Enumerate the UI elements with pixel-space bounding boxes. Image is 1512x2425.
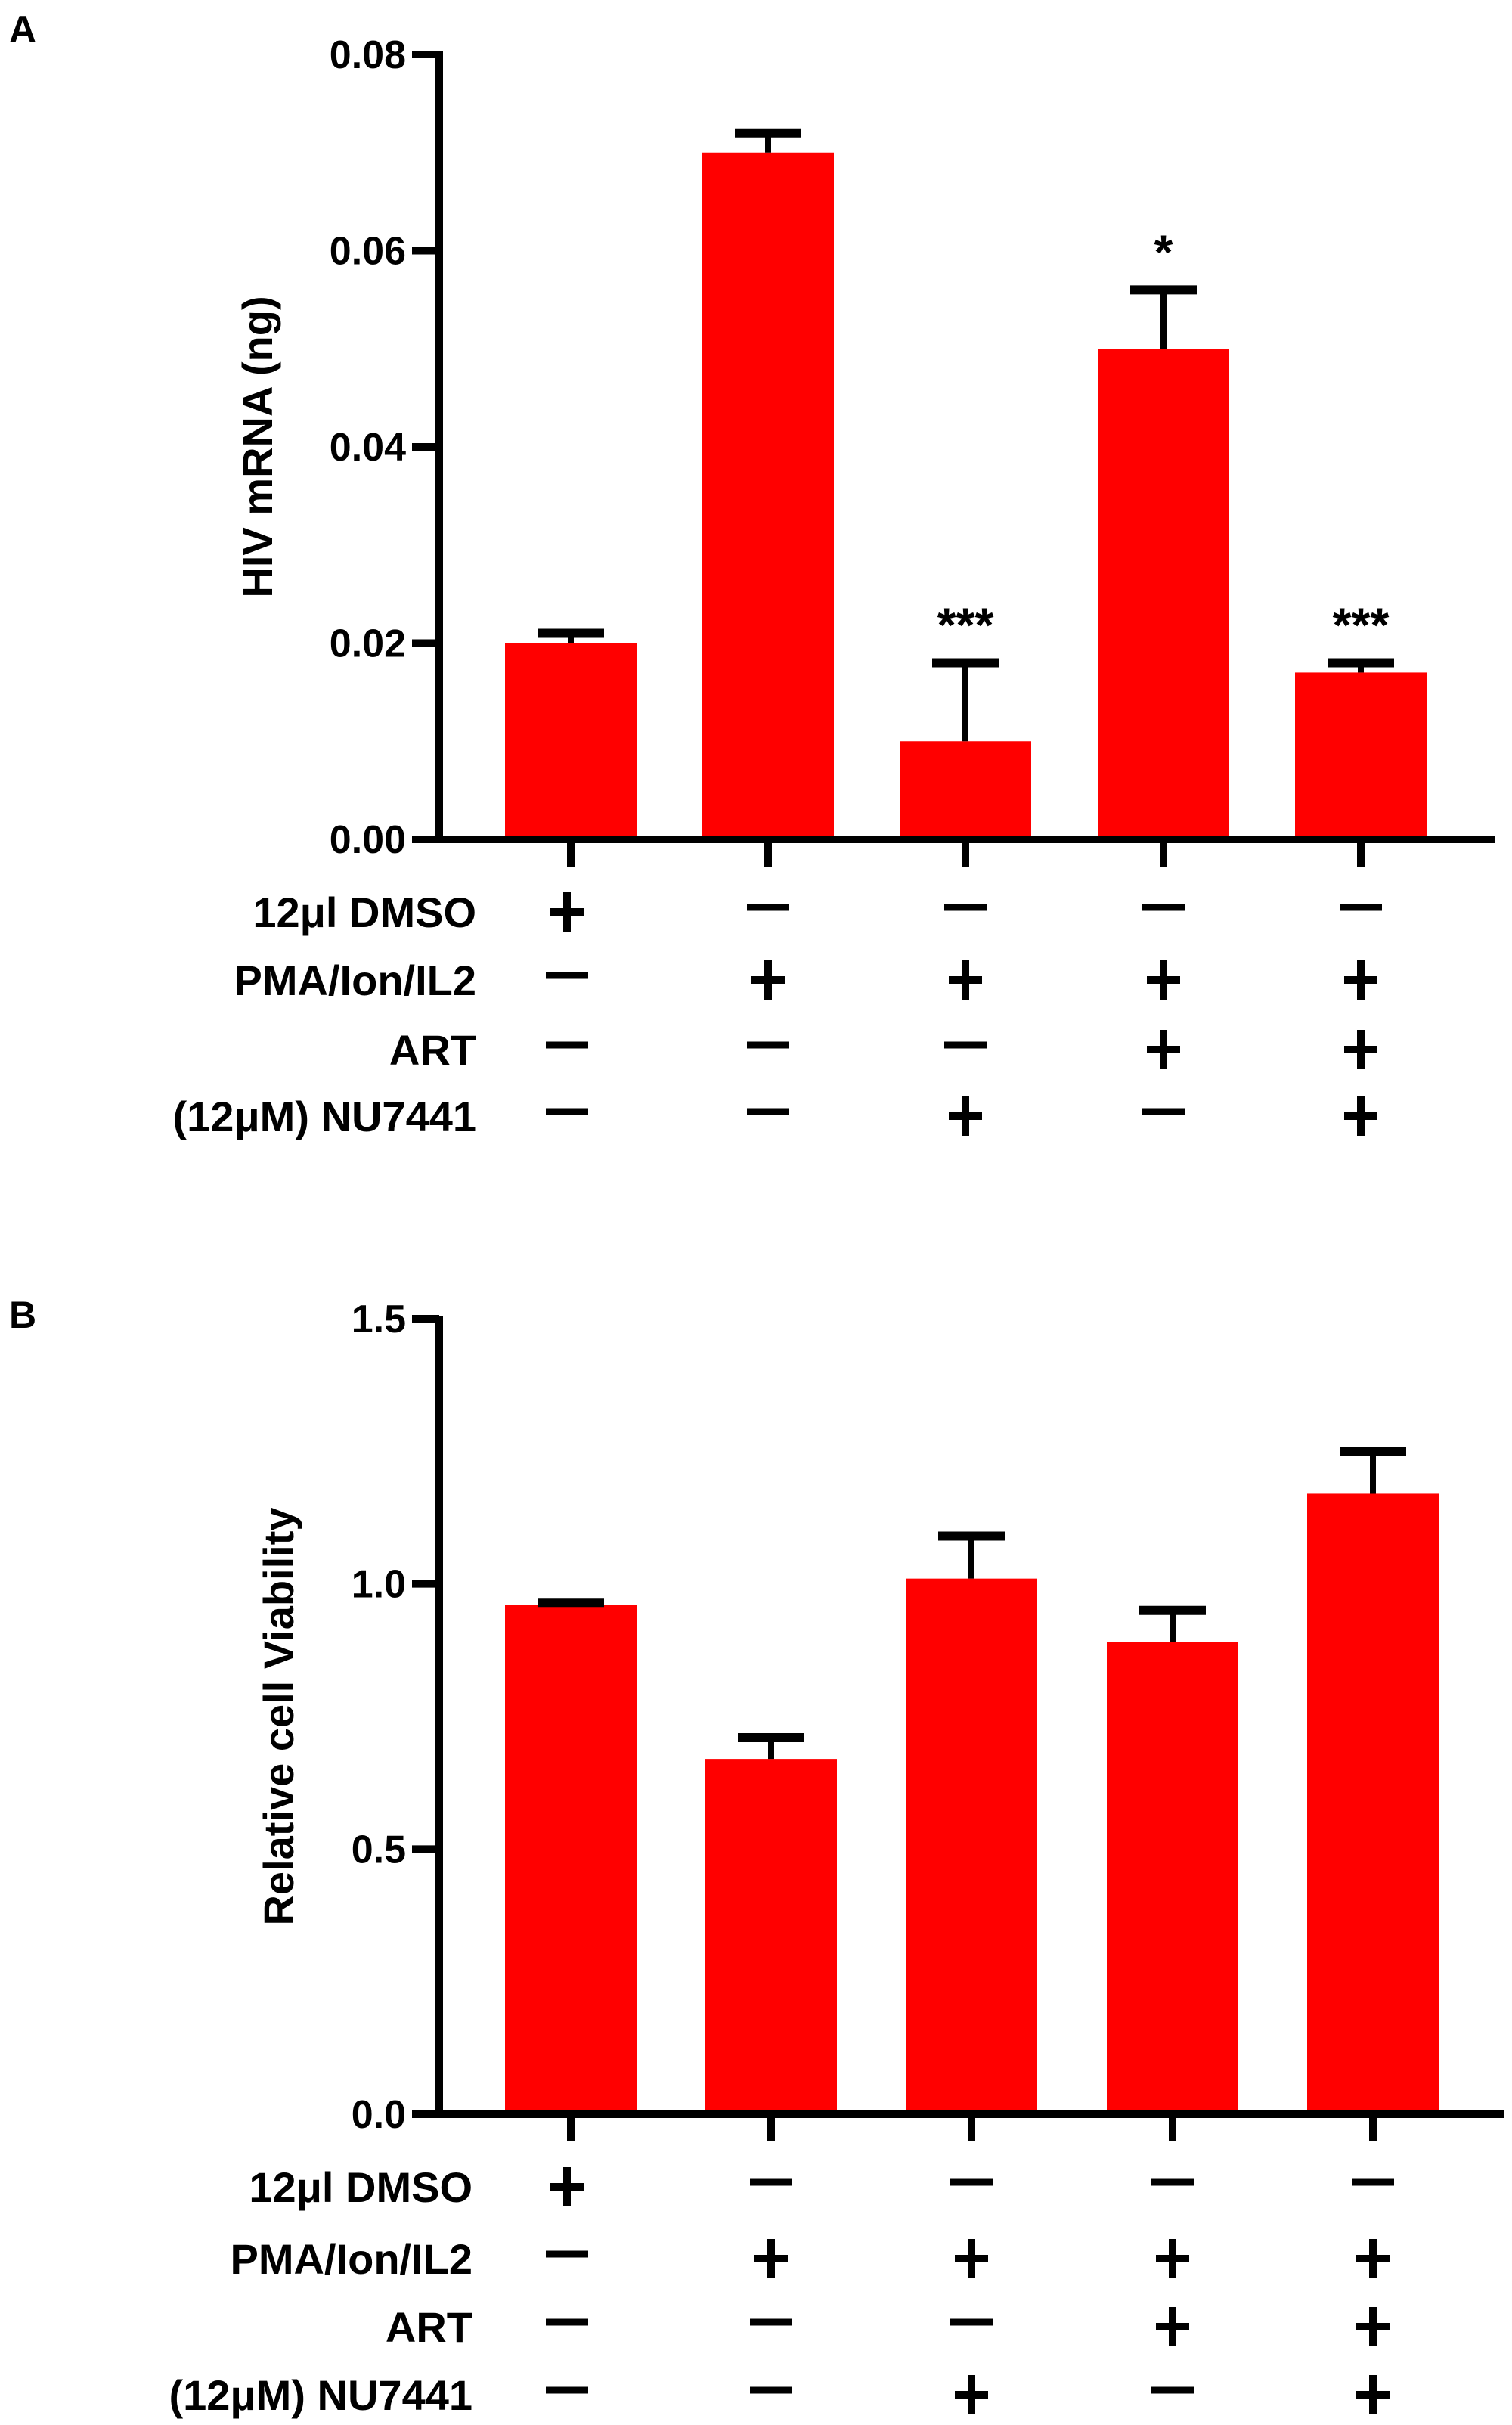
y-tick-label: 0.06 xyxy=(330,230,406,274)
condition-label: PMA/Ion/IL2 xyxy=(231,2235,472,2283)
y-tick-label: 1.0 xyxy=(352,1563,406,1607)
bar xyxy=(1307,1493,1439,2114)
condition-label: ART xyxy=(389,1026,476,1074)
condition-label: (12μM) NU7441 xyxy=(172,1093,476,1140)
y-tick-label: 1.5 xyxy=(352,1298,406,1341)
significance-marker: *** xyxy=(1333,597,1390,652)
significance-marker: *** xyxy=(937,597,994,652)
y-tick-label: 0.00 xyxy=(330,818,406,862)
bar xyxy=(505,643,637,839)
panel-label-a: A xyxy=(9,8,36,51)
significance-marker: * xyxy=(1154,225,1173,279)
bar xyxy=(1107,1642,1238,2114)
y-tick-label: 0.02 xyxy=(330,622,406,666)
y-tick-label: 0.08 xyxy=(330,33,406,77)
bar xyxy=(900,741,1031,839)
bar xyxy=(1295,672,1427,839)
y-axis-label: Relative cell Viability xyxy=(255,1507,302,1925)
y-tick-label: 0.5 xyxy=(352,1828,406,1871)
bar xyxy=(505,1605,637,2114)
panel-label-b: B xyxy=(9,1294,36,1336)
condition-label: ART xyxy=(386,2303,472,2351)
condition-label: 12μl DMSO xyxy=(253,888,476,936)
bar xyxy=(705,1759,837,2114)
bar xyxy=(702,152,834,839)
bar xyxy=(1098,349,1229,839)
condition-label: (12μM) NU7441 xyxy=(169,2371,472,2419)
condition-label: 12μl DMSO xyxy=(249,2163,472,2211)
bar xyxy=(906,1578,1037,2114)
y-axis-label: HIV mRNA (ng) xyxy=(234,296,281,597)
y-tick-label: 0.0 xyxy=(352,2093,406,2137)
condition-label: PMA/Ion/IL2 xyxy=(234,957,476,1004)
y-tick-label: 0.04 xyxy=(330,426,406,470)
